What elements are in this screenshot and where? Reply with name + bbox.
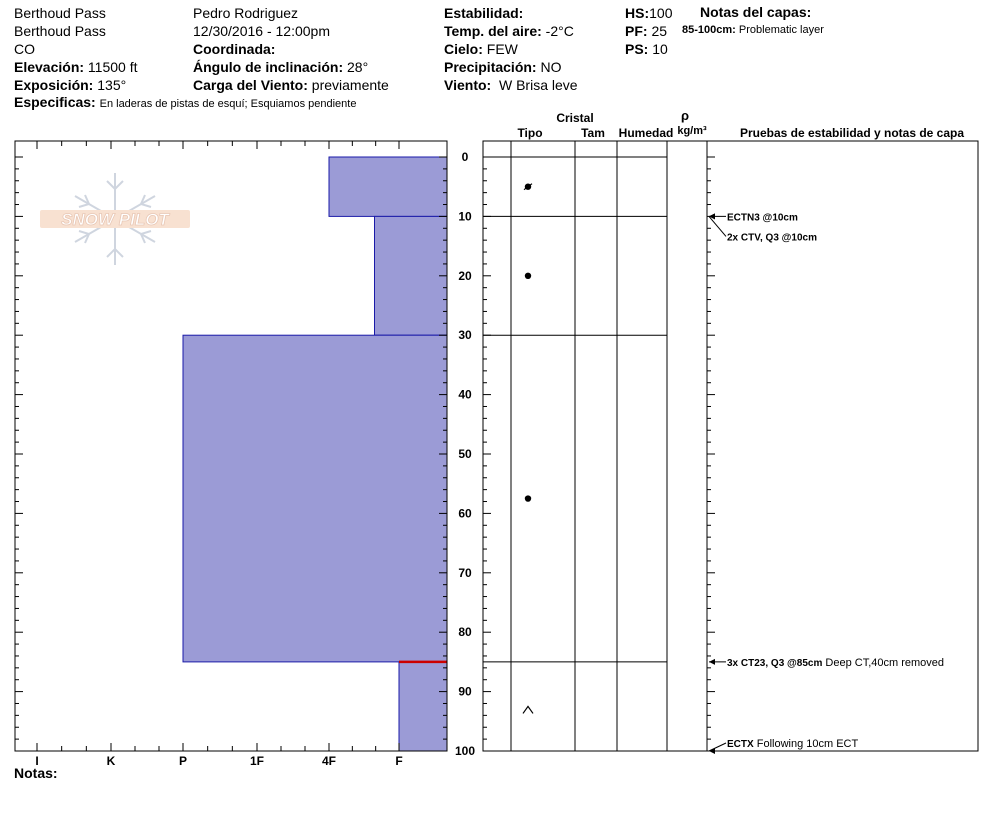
depth-label: 40 bbox=[458, 388, 472, 402]
depth-label: 60 bbox=[458, 506, 472, 520]
logo-text: SNOW PILOT bbox=[61, 210, 170, 229]
datetime: 12/30/2016 - 12:00pm bbox=[193, 23, 330, 39]
sublocation: Berthoud Pass bbox=[14, 23, 106, 39]
slope-angle: Ángulo de inclinación: 28° bbox=[193, 59, 369, 75]
hardness-layer-1 bbox=[374, 215, 448, 336]
hardness-ticks: I K P 1F 4F F bbox=[35, 141, 403, 768]
col-tests: Pruebas de estabilidad y notas de capa bbox=[740, 126, 964, 140]
depth-label: 70 bbox=[458, 566, 472, 580]
wind: Viento: W Brisa leve bbox=[444, 77, 578, 93]
test-label: ECTN3 @10cm bbox=[727, 212, 798, 223]
precipitation: Precipitación: NO bbox=[444, 59, 562, 75]
stability: Estabilidad: bbox=[444, 5, 524, 21]
col-tam: Tam bbox=[581, 126, 605, 140]
grain-depth-hoar-symbol bbox=[522, 705, 534, 714]
depth-label: 50 bbox=[458, 447, 472, 461]
observer: Pedro Rodriguez bbox=[193, 5, 299, 21]
coordinates: Coordinada: bbox=[193, 41, 276, 57]
state: CO bbox=[14, 41, 35, 57]
hardness-label: P bbox=[179, 754, 187, 768]
test-arrow bbox=[708, 742, 727, 752]
test-label: ECTX Following 10cm ECT bbox=[727, 738, 858, 750]
ps: PS: 10 bbox=[625, 41, 668, 57]
hardness-layers bbox=[182, 156, 448, 752]
grain-round-symbol bbox=[524, 272, 532, 279]
hardness-label: 1F bbox=[250, 754, 264, 768]
col-cristal: Cristal bbox=[556, 111, 593, 125]
depth-label: 90 bbox=[458, 685, 472, 699]
air-temp: Temp. del aire: -2°C bbox=[444, 23, 574, 39]
test-label: 2x CTV, Q3 @10cm bbox=[727, 232, 817, 243]
layer-note: 85-100cm: Problematic layer bbox=[682, 24, 824, 36]
test-arrow-head bbox=[709, 658, 715, 665]
sky: Cielo: FEW bbox=[444, 41, 518, 57]
test-arrow-head bbox=[709, 748, 715, 754]
depth-label: 0 bbox=[462, 150, 469, 164]
test-label: 3x CT23, Q3 @85cm Deep CT,40cm removed bbox=[727, 657, 944, 669]
hardness-layer-0 bbox=[328, 156, 448, 217]
col-density-unit: kg/m³ bbox=[677, 125, 707, 137]
depth-label: 100 bbox=[455, 744, 475, 758]
test-arrow-head bbox=[709, 213, 715, 220]
col-tipo: Tipo bbox=[517, 126, 542, 140]
hardness-plot-frame bbox=[14, 140, 448, 752]
layer-boundaries bbox=[483, 156, 667, 752]
grain-round-symbol bbox=[524, 495, 532, 502]
col-rho: ρ bbox=[681, 108, 689, 123]
col-humedad: Humedad bbox=[619, 126, 674, 140]
grain-decomposing-symbol bbox=[524, 183, 532, 190]
wind-load: Carga del Viento: previamente bbox=[193, 77, 389, 93]
hardness-layer-2 bbox=[182, 334, 448, 663]
grain-symbols bbox=[522, 183, 534, 714]
depth-label: 30 bbox=[458, 328, 472, 342]
depth-axis: 0 10 20 30 40 50 60 70 80 90 100 bbox=[15, 150, 715, 758]
layer-notes-title: Notas del capas: bbox=[700, 4, 812, 20]
stability-tests: ECTN3 @10cm 2x CTV, Q3 @10cm 3x CT23, Q3 @… bbox=[708, 212, 944, 754]
hardness-label: 4F bbox=[322, 754, 336, 768]
test-arrow-head bbox=[709, 213, 715, 220]
hardness-layer-3 bbox=[398, 661, 448, 752]
pf: PF: 25 bbox=[625, 23, 668, 39]
depth-label: 80 bbox=[458, 625, 472, 639]
grain-decomposing-stroke bbox=[523, 183, 533, 191]
elevation: Elevación: 11500 ft bbox=[14, 59, 138, 75]
specifics: Especificas: En laderas de pistas de esq… bbox=[14, 94, 357, 110]
hs: HS:100 bbox=[625, 5, 673, 21]
snowpilot-logo: SNOW PILOT bbox=[40, 173, 190, 265]
depth-label: 10 bbox=[458, 209, 472, 223]
hardness-label: F bbox=[395, 754, 402, 768]
test-arrow bbox=[708, 216, 727, 237]
notes-label: Notas: bbox=[14, 765, 58, 781]
layer-table-frame bbox=[482, 140, 979, 752]
aspect: Exposición: 135° bbox=[14, 77, 127, 93]
depth-label: 20 bbox=[458, 269, 472, 283]
location: Berthoud Pass bbox=[14, 5, 106, 21]
hardness-label: K bbox=[107, 754, 116, 768]
